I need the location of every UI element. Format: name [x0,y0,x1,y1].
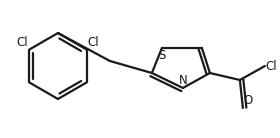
Text: S: S [158,49,165,62]
Text: Cl: Cl [88,35,99,49]
Text: Cl: Cl [17,35,28,49]
Text: Cl: Cl [266,59,277,72]
Text: O: O [244,94,253,107]
Text: N: N [179,74,187,87]
